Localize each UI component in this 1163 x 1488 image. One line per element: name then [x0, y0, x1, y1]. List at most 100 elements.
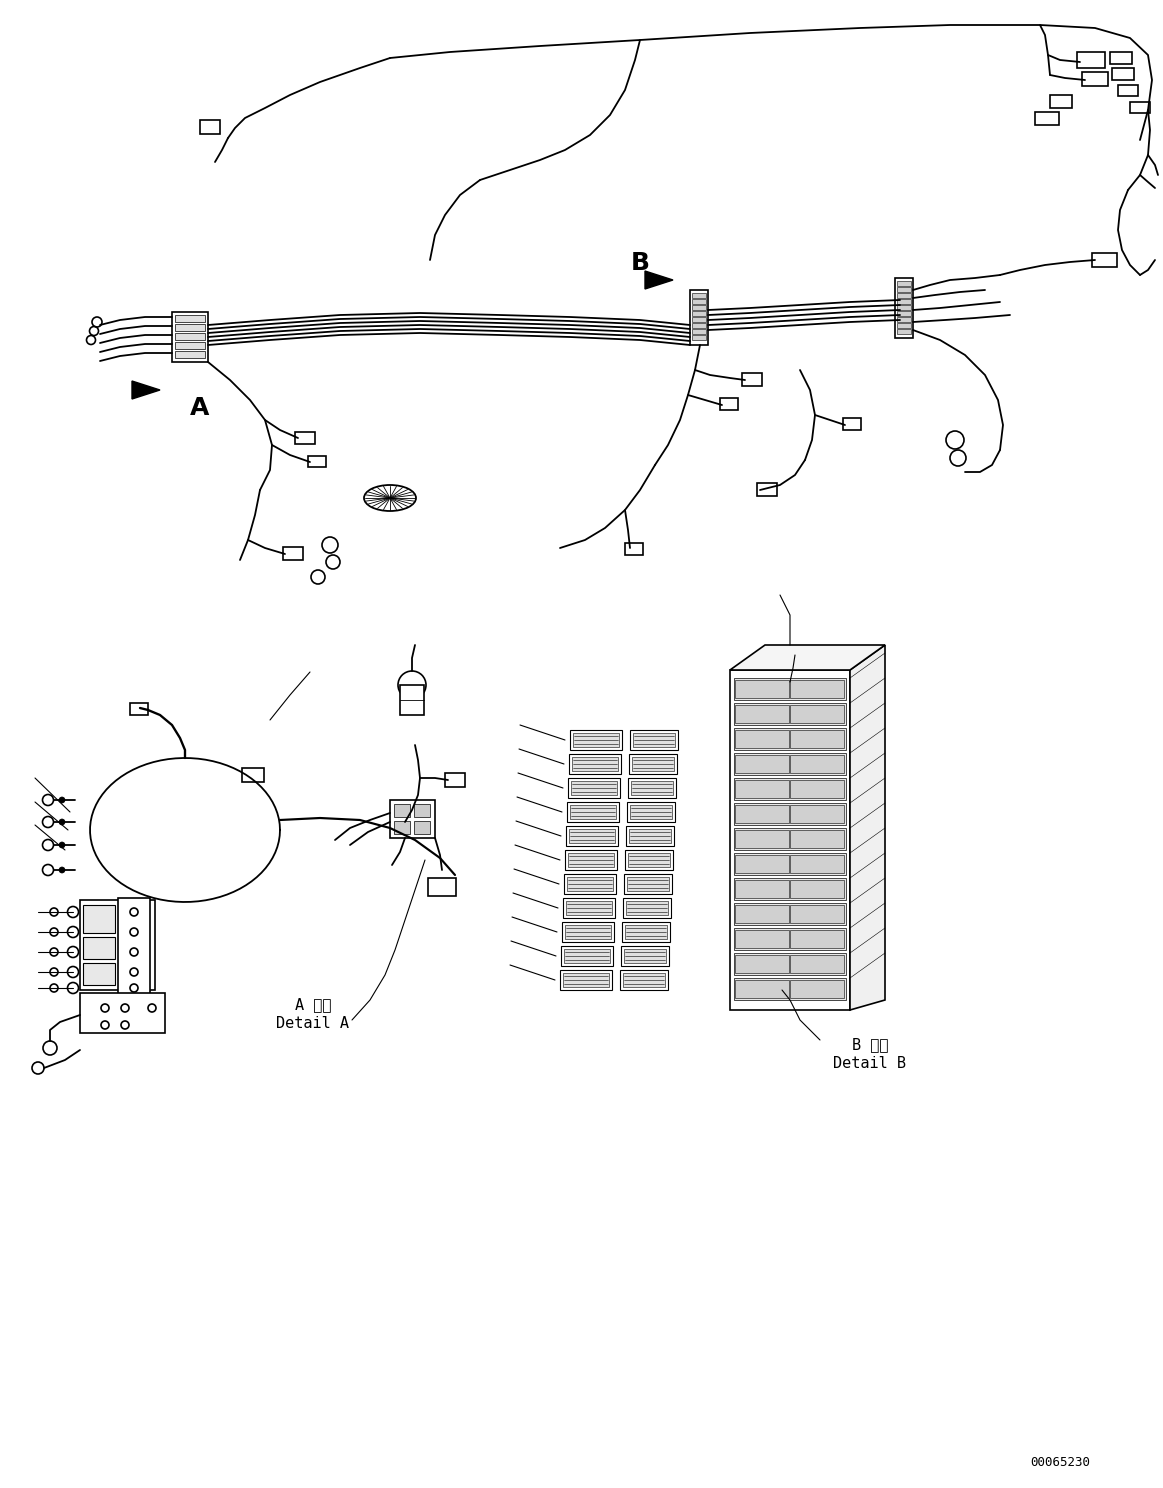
Bar	[1077, 52, 1105, 68]
Bar	[1118, 85, 1139, 97]
Bar	[80, 900, 155, 990]
Bar	[735, 754, 789, 772]
Bar	[621, 946, 669, 966]
Bar	[625, 543, 643, 555]
Bar	[568, 876, 613, 891]
Bar	[735, 955, 789, 973]
Bar	[83, 937, 115, 958]
Bar	[572, 757, 618, 771]
Bar	[445, 772, 465, 787]
Bar	[1050, 95, 1072, 109]
Bar	[117, 897, 150, 994]
Bar	[633, 734, 675, 747]
Circle shape	[59, 842, 65, 848]
Bar	[735, 856, 789, 873]
Bar	[790, 955, 844, 973]
Text: A: A	[191, 396, 209, 420]
Bar	[568, 778, 620, 798]
Bar	[735, 981, 789, 998]
Bar	[692, 311, 706, 315]
Bar	[790, 830, 844, 848]
Bar	[295, 432, 315, 443]
Bar	[720, 397, 739, 411]
Bar	[623, 973, 665, 987]
Bar	[735, 780, 789, 798]
Bar	[623, 897, 671, 918]
Bar	[897, 281, 911, 286]
Bar	[620, 970, 668, 990]
Bar	[632, 757, 675, 771]
Bar	[390, 801, 435, 838]
Bar	[735, 680, 789, 698]
Bar	[730, 670, 850, 1010]
Bar	[625, 926, 668, 939]
Bar	[625, 873, 672, 894]
Bar	[570, 805, 616, 818]
Bar	[790, 930, 844, 948]
Polygon shape	[131, 381, 160, 399]
Bar	[1082, 71, 1108, 86]
Bar	[790, 731, 844, 748]
Bar	[629, 754, 677, 774]
Bar	[1110, 52, 1132, 64]
Bar	[626, 902, 668, 915]
Bar	[565, 926, 611, 939]
Bar	[735, 805, 789, 823]
Bar	[1130, 103, 1150, 113]
Bar	[561, 970, 612, 990]
Bar	[790, 780, 844, 798]
Bar	[308, 455, 326, 467]
Bar	[630, 805, 672, 818]
Text: A 詳細: A 詳細	[294, 997, 331, 1012]
Bar	[566, 902, 612, 915]
Bar	[566, 826, 618, 847]
Bar	[897, 293, 911, 298]
Bar	[563, 973, 609, 987]
Bar	[897, 329, 911, 333]
Bar	[692, 323, 706, 327]
Bar	[692, 317, 706, 321]
Bar	[174, 351, 205, 359]
Bar	[734, 728, 846, 750]
Bar	[735, 930, 789, 948]
Bar	[632, 781, 673, 795]
Bar	[734, 903, 846, 926]
Bar	[83, 963, 115, 985]
Text: B 詳細: B 詳細	[851, 1037, 889, 1052]
Bar	[790, 981, 844, 998]
Bar	[790, 754, 844, 772]
Bar	[790, 705, 844, 723]
Bar	[174, 315, 205, 321]
Bar	[172, 312, 208, 362]
Bar	[564, 873, 616, 894]
Bar	[734, 753, 846, 775]
Bar	[627, 876, 669, 891]
Bar	[734, 679, 846, 699]
Bar	[83, 905, 115, 933]
Bar	[757, 484, 777, 496]
Bar	[394, 804, 411, 817]
Bar	[1112, 68, 1134, 80]
Bar	[790, 805, 844, 823]
Bar	[561, 946, 613, 966]
Bar	[897, 305, 911, 310]
Bar	[400, 684, 424, 716]
Bar	[622, 923, 670, 942]
Bar	[565, 850, 618, 870]
Bar	[690, 290, 708, 345]
Bar	[790, 879, 844, 897]
Bar	[897, 317, 911, 321]
Bar	[692, 335, 706, 339]
Bar	[692, 293, 706, 298]
Circle shape	[59, 868, 65, 873]
Bar	[897, 311, 911, 315]
Bar	[735, 879, 789, 897]
Bar	[200, 121, 220, 134]
Bar	[628, 853, 670, 868]
Bar	[630, 731, 678, 750]
Bar	[627, 802, 675, 821]
Text: 00065230: 00065230	[1030, 1455, 1090, 1469]
Text: B: B	[630, 251, 649, 275]
Bar	[629, 829, 671, 844]
Bar	[734, 804, 846, 824]
